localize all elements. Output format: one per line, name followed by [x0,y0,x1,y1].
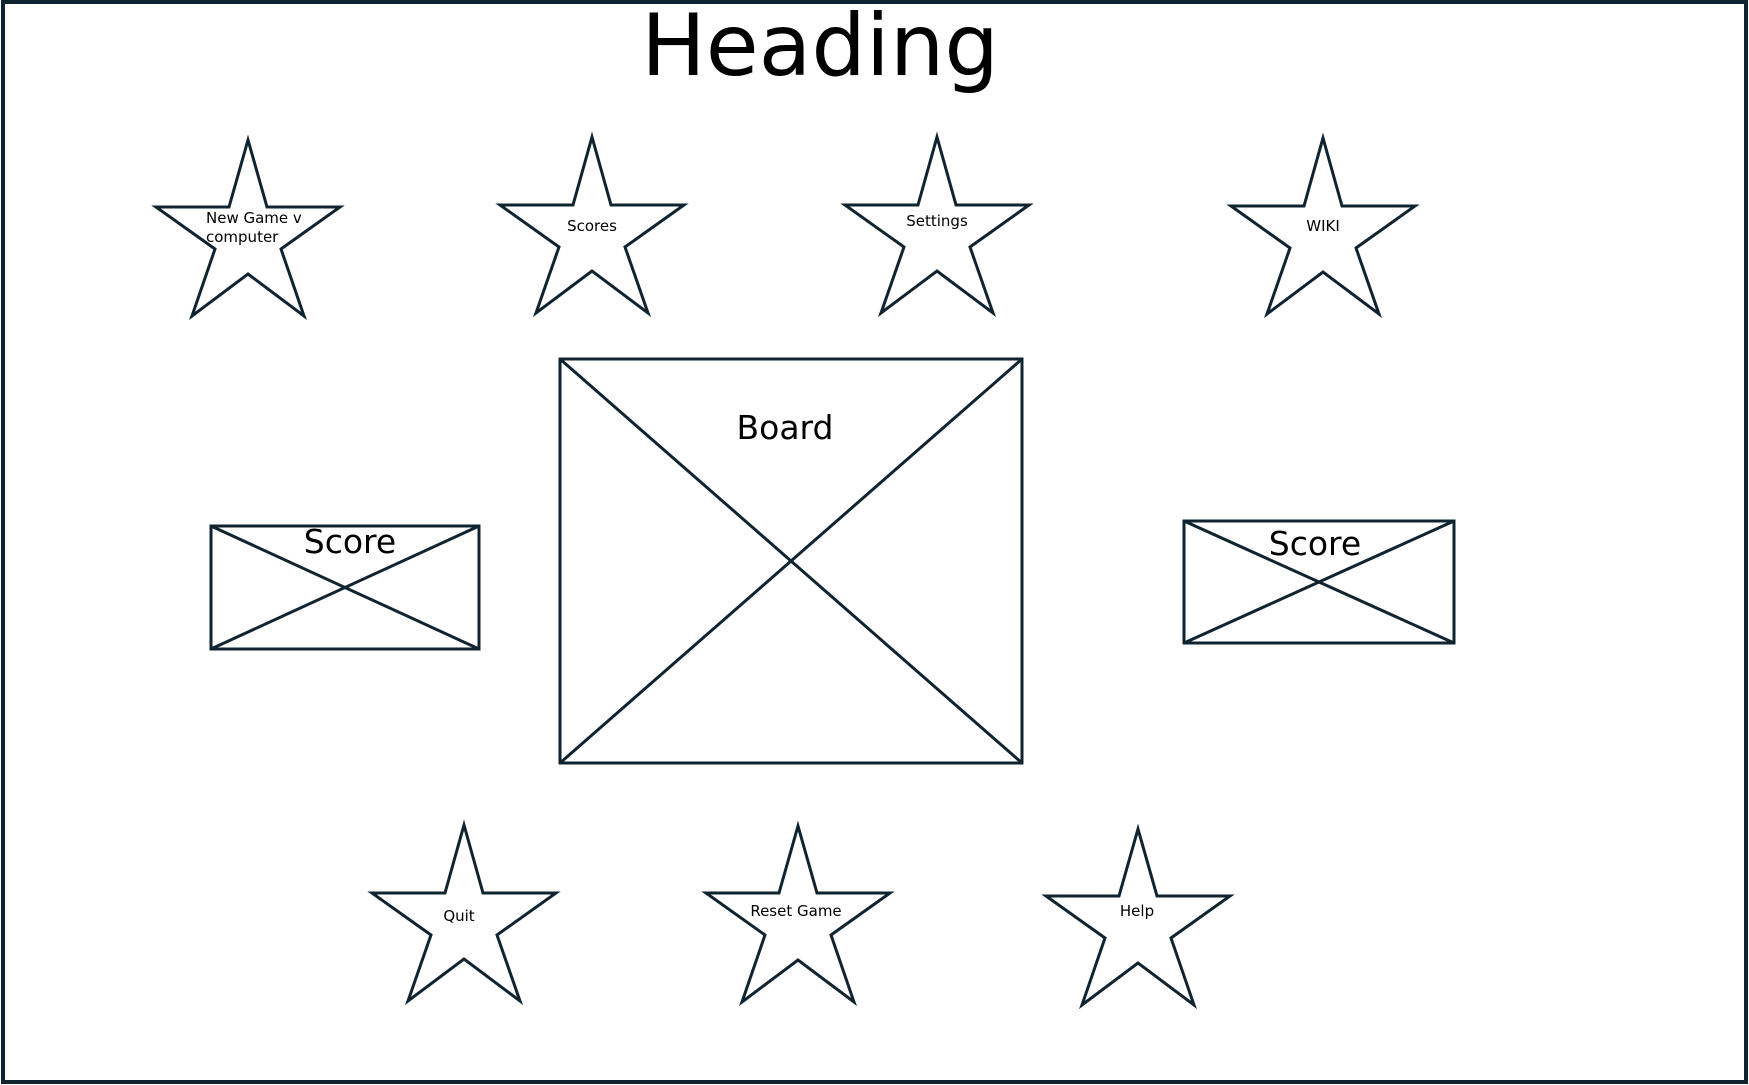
reset-game-button[interactable]: Reset Game [750,902,842,920]
score-right-cross-line [1183,519,1455,645]
quit-star-shape[interactable] [367,819,561,1006]
help-star-shape[interactable] [1041,823,1235,1010]
score-left-box [209,524,481,651]
new-game-star-shape[interactable] [151,134,345,321]
board-box [558,357,1024,765]
settings-star-shape[interactable] [840,131,1034,318]
settings-button[interactable]: Settings [906,212,968,230]
quit-button[interactable]: Quit [443,907,475,925]
page-heading: Heading [641,0,999,96]
wiki-button[interactable]: WIKI [1306,217,1340,235]
score-right-box [1182,519,1456,645]
new-game-vs-computer-button[interactable]: New Game v computer [206,209,302,246]
reset-game-star-shape[interactable] [701,820,895,1007]
board-label: Board [736,408,834,447]
score-left-cross-line [210,524,480,651]
score-left-label: Score [303,522,397,561]
board-cross-line [559,357,1023,765]
scores-star-shape[interactable] [495,131,689,318]
wiki-star-shape[interactable] [1226,132,1420,319]
scores-button[interactable]: Scores [567,217,617,235]
help-button[interactable]: Help [1119,902,1155,920]
score-right-label: Score [1268,524,1362,563]
